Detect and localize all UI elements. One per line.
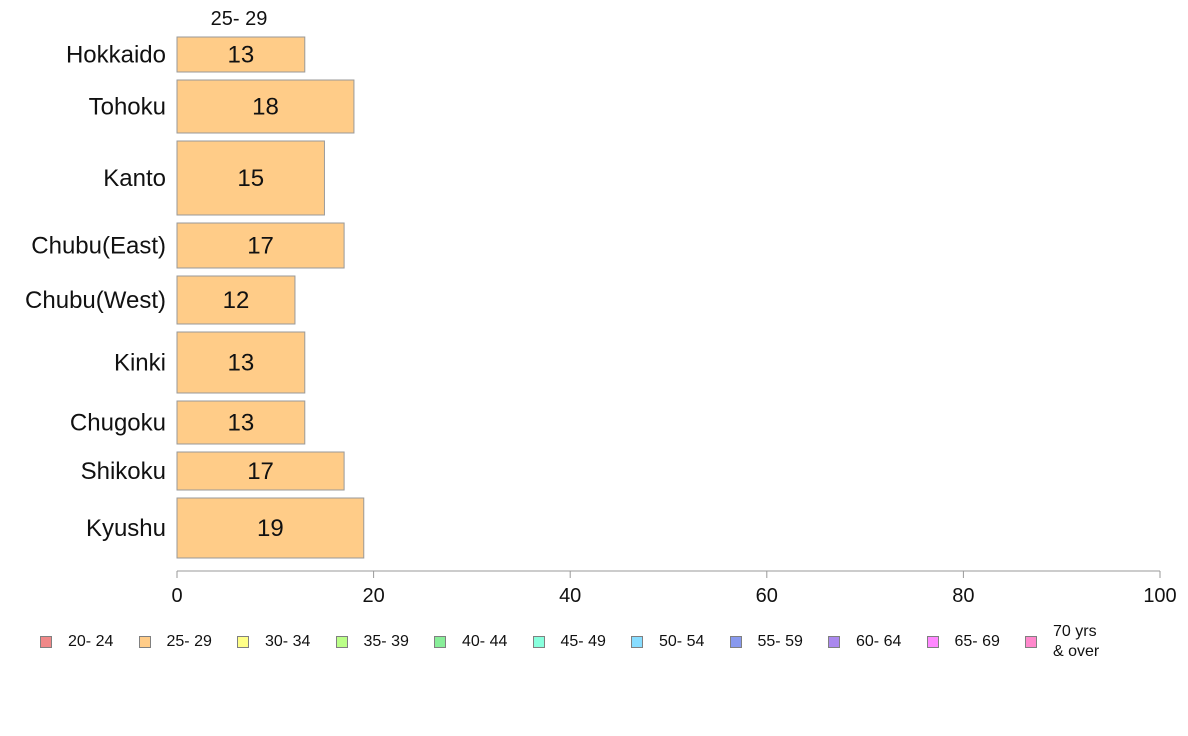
legend-item: 30- 34 bbox=[237, 620, 310, 664]
bar bbox=[176, 400, 306, 445]
legend-item: 50- 54 bbox=[631, 620, 704, 664]
legend-label: 30- 34 bbox=[265, 633, 311, 650]
legend-swatch bbox=[138, 636, 151, 648]
x-axis: 0 20 40 60 80 100 bbox=[171, 570, 1177, 607]
bar-value-label: 17 bbox=[247, 233, 274, 260]
legend-label: 70 yrs & over bbox=[1053, 623, 1100, 660]
legend-label: 20- 24 bbox=[68, 633, 114, 650]
bar bbox=[176, 497, 365, 559]
legend-swatch bbox=[631, 636, 643, 648]
legend-swatch bbox=[434, 636, 446, 648]
x-tick-label: 80 bbox=[952, 585, 974, 607]
bar bbox=[176, 451, 345, 491]
bar bbox=[176, 79, 355, 134]
x-tick-label: 60 bbox=[756, 585, 778, 607]
bar-value-label: 12 bbox=[223, 287, 250, 314]
legend-item: 65- 69 bbox=[926, 620, 1000, 664]
legend-item: 60- 64 bbox=[828, 620, 901, 664]
legend-item: 20- 24 bbox=[40, 620, 113, 664]
category-label: Chugoku bbox=[70, 410, 166, 437]
bars-group: Hokkaido 13 Tohoku 18 Kanto 15 Chubu(East) 17 Ch… bbox=[25, 36, 365, 559]
bar-value-label: 18 bbox=[252, 94, 279, 121]
legend-item: 35- 39 bbox=[335, 620, 409, 664]
legend-swatch bbox=[532, 636, 545, 648]
legend-swatch bbox=[729, 636, 742, 648]
x-tick-label: 20 bbox=[362, 585, 384, 607]
legend-item: 45- 49 bbox=[532, 620, 606, 664]
legend-swatch bbox=[237, 636, 249, 648]
legend-item: 25- 29 bbox=[138, 620, 212, 664]
column-header: 25- 29 bbox=[211, 8, 268, 30]
bar bbox=[176, 331, 306, 394]
category-label: Chubu(West) bbox=[25, 287, 166, 314]
legend-swatch bbox=[335, 636, 348, 648]
legend-item: 70 yrs & over bbox=[1025, 620, 1099, 664]
bar-value-label: 15 bbox=[237, 165, 264, 192]
bar-value-label: 13 bbox=[228, 42, 255, 69]
legend-label: 50- 54 bbox=[659, 633, 705, 650]
bar-value-label: 13 bbox=[228, 410, 255, 437]
bar bbox=[176, 36, 306, 73]
legend-label: 25- 29 bbox=[166, 633, 212, 650]
category-label: Kinki bbox=[114, 350, 166, 377]
category-label: Hokkaido bbox=[66, 42, 166, 69]
legend-swatch bbox=[926, 636, 939, 648]
legend-item: 55- 59 bbox=[729, 620, 803, 664]
bar bbox=[176, 222, 345, 269]
legend-label: 55- 59 bbox=[757, 633, 803, 650]
category-label: Chubu(East) bbox=[31, 233, 166, 260]
bar-value-label: 19 bbox=[257, 515, 284, 542]
x-tick-label: 100 bbox=[1143, 585, 1176, 607]
legend: 20- 24 25- 29 30- 34 35- 39 40- 44 45- 49 50- … bbox=[40, 620, 1160, 664]
category-label: Kanto bbox=[103, 165, 166, 192]
legend-swatch bbox=[1025, 636, 1037, 648]
bar-value-label: 17 bbox=[247, 458, 274, 485]
bar bbox=[176, 140, 325, 216]
category-label: Kyushu bbox=[86, 515, 166, 542]
bar bbox=[176, 275, 296, 325]
x-tick-label: 0 bbox=[171, 585, 182, 607]
x-tick-label: 40 bbox=[559, 585, 581, 607]
legend-label: 60- 64 bbox=[856, 633, 902, 650]
legend-label: 40- 44 bbox=[462, 633, 508, 650]
legend-item: 40- 44 bbox=[434, 620, 507, 664]
legend-swatch bbox=[40, 636, 52, 648]
category-label: Shikoku bbox=[81, 458, 166, 485]
legend-label: 45- 49 bbox=[560, 633, 606, 650]
legend-label: 35- 39 bbox=[363, 633, 409, 650]
legend-label: 65- 69 bbox=[954, 633, 1000, 650]
legend-swatch bbox=[828, 636, 840, 648]
category-label: Tohoku bbox=[89, 94, 166, 121]
bar-value-label: 13 bbox=[228, 350, 255, 377]
